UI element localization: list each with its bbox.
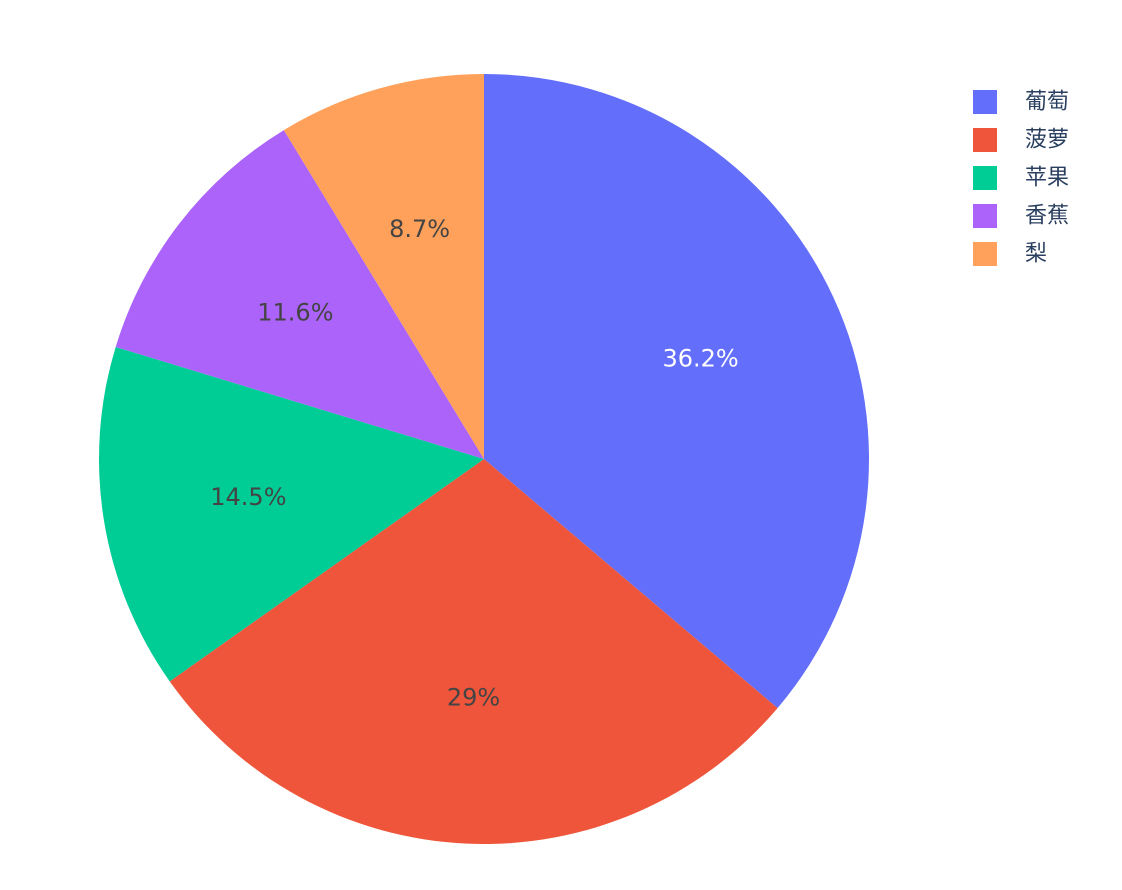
pie-slices bbox=[99, 74, 870, 845]
legend-label-1: 菠萝 bbox=[1025, 128, 1069, 153]
legend-label-0: 葡萄 bbox=[1025, 90, 1069, 115]
pie-slice-label-3: 11.6% bbox=[257, 299, 333, 327]
pie-slice-label-0: 36.2% bbox=[662, 345, 738, 373]
pie-slice-4[interactable] bbox=[283, 74, 484, 459]
pie-slice-label-1: 29% bbox=[447, 684, 500, 712]
pie-slice-2[interactable] bbox=[99, 346, 484, 682]
legend-item-3[interactable]: 香蕉 bbox=[973, 204, 1069, 229]
legend-item-1[interactable]: 菠萝 bbox=[973, 128, 1069, 153]
pie-slice-1[interactable] bbox=[169, 459, 778, 845]
pie-slice-3[interactable] bbox=[115, 130, 485, 459]
pie-slice-label-2: 14.5% bbox=[210, 483, 286, 511]
legend-swatch-0 bbox=[973, 90, 997, 114]
pie-slice-label-4: 8.7% bbox=[389, 215, 450, 243]
legend-label-4: 梨 bbox=[1025, 242, 1047, 267]
legend-swatch-4 bbox=[973, 242, 997, 266]
legend-swatch-3 bbox=[973, 204, 997, 228]
pie-slice-0[interactable] bbox=[484, 74, 870, 709]
legend-item-4[interactable]: 梨 bbox=[973, 242, 1047, 267]
legend-label-3: 香蕉 bbox=[1025, 204, 1069, 229]
legend-label-2: 苹果 bbox=[1025, 166, 1069, 191]
legend-swatch-1 bbox=[973, 128, 997, 152]
legend-swatch-2 bbox=[973, 166, 997, 190]
legend-item-0[interactable]: 葡萄 bbox=[973, 90, 1069, 115]
pie-slice-labels: 36.2% 29% 14.5% 11.6% 8.7% bbox=[210, 215, 738, 711]
legend-item-2[interactable]: 苹果 bbox=[973, 166, 1069, 191]
